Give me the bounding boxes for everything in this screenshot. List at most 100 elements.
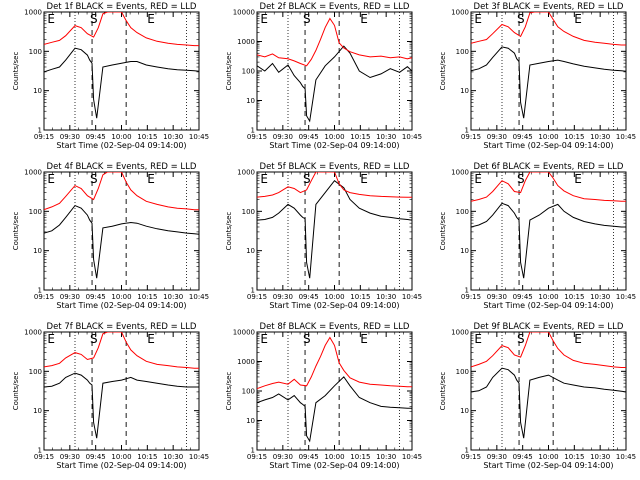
event-marker-s: S xyxy=(90,172,98,186)
series-line-events xyxy=(44,204,199,279)
x-tick-label: 09:45 xyxy=(513,293,533,301)
x-axis-label: Start Time (02-Sep-04 09:14:00) xyxy=(483,141,613,150)
x-tick-label: 10:15 xyxy=(564,133,584,141)
event-marker-s: S xyxy=(303,12,311,26)
event-marker-e: E xyxy=(147,332,155,346)
y-axis-label: Counts/sec xyxy=(12,212,20,251)
x-tick-label: 09:15 xyxy=(247,133,267,141)
y-tick-label: 1 xyxy=(251,447,255,455)
y-tick-label: 1000 xyxy=(451,329,469,337)
event-marker-e: E xyxy=(260,12,268,26)
series-line-events xyxy=(257,45,412,123)
x-tick-label: 10:15 xyxy=(137,293,157,301)
panel-det-6f: Det 6f BLACK = Events, RED = LLD 1 10 100 10… xyxy=(439,162,636,310)
panel-det-5f: Det 5f BLACK = Events, RED = LLD 1 10 100 10… xyxy=(225,162,422,310)
panel-det-7f: Det 7f BLACK = Events, RED = LLD 1 10 100 10… xyxy=(12,322,209,470)
x-tick-label: 09:30 xyxy=(487,133,507,141)
event-marker-s: S xyxy=(303,172,311,186)
event-marker-e: E xyxy=(574,332,582,346)
y-tick-label: 1 xyxy=(465,287,469,295)
y-tick-label: 100 xyxy=(456,208,469,216)
plot-frame xyxy=(43,331,200,451)
panel-title: Det 1f BLACK = Events, RED = LLD xyxy=(47,2,197,12)
y-tick-label: 100 xyxy=(29,368,42,376)
x-tick-label: 09:30 xyxy=(273,293,293,301)
x-tick-label: 09:30 xyxy=(60,133,80,141)
x-tick-label: 10:15 xyxy=(564,453,584,461)
event-marker-e: E xyxy=(260,172,268,186)
x-tick-label: 10:30 xyxy=(376,293,396,301)
x-tick-label: 09:45 xyxy=(86,133,106,141)
series-line-events xyxy=(44,372,199,439)
series-line-lld xyxy=(44,12,199,47)
y-tick-label: 1 xyxy=(38,127,42,135)
series-line-lld xyxy=(257,172,412,198)
y-tick-label: 10000 xyxy=(233,9,255,17)
y-tick-label: 10 xyxy=(460,407,469,415)
event-marker-e: E xyxy=(360,332,368,346)
y-tick-label: 1000 xyxy=(451,9,469,17)
x-tick-label: 09:15 xyxy=(34,133,54,141)
y-tick-label: 1 xyxy=(38,287,42,295)
y-tick-label: 100 xyxy=(242,388,255,396)
x-tick-label: 09:15 xyxy=(461,453,481,461)
x-tick-label: 10:30 xyxy=(376,453,396,461)
event-marker-e: E xyxy=(147,172,155,186)
y-tick-label: 10000 xyxy=(233,329,255,337)
x-tick-label: 10:00 xyxy=(538,133,558,141)
x-tick-label: 10:45 xyxy=(616,133,636,141)
y-tick-label: 10 xyxy=(33,407,42,415)
x-tick-label: 09:45 xyxy=(513,133,533,141)
x-tick-label: 09:30 xyxy=(273,133,293,141)
event-marker-s: S xyxy=(517,332,525,346)
x-axis-label: Start Time (02-Sep-04 09:14:00) xyxy=(56,301,186,310)
y-tick-label: 1000 xyxy=(237,358,255,366)
x-tick-label: 09:30 xyxy=(487,453,507,461)
series-line-lld xyxy=(44,332,199,369)
x-tick-label: 10:00 xyxy=(538,293,558,301)
y-tick-label: 1 xyxy=(465,127,469,135)
y-tick-label: 10 xyxy=(246,97,255,105)
series-line-events xyxy=(471,202,626,279)
event-marker-e: E xyxy=(574,12,582,26)
panel-det-3f: Det 3f BLACK = Events, RED = LLD 1 10 100 10… xyxy=(439,2,636,150)
panel-title: Det 5f BLACK = Events, RED = LLD xyxy=(260,162,410,172)
panel-title: Det 3f BLACK = Events, RED = LLD xyxy=(474,2,624,12)
x-tick-label: 10:15 xyxy=(350,133,370,141)
y-axis-label: Counts/sec xyxy=(439,372,447,411)
y-tick-label: 10 xyxy=(33,247,42,255)
event-marker-e: E xyxy=(260,332,268,346)
event-marker-e: E xyxy=(47,172,55,186)
x-axis-label: Start Time (02-Sep-04 09:14:00) xyxy=(56,461,186,470)
series-line-events xyxy=(44,47,199,119)
y-axis-label: Counts/sec xyxy=(12,52,20,91)
y-tick-label: 1000 xyxy=(237,169,255,177)
x-axis-label: Start Time (02-Sep-04 09:14:00) xyxy=(483,301,613,310)
plot-frame xyxy=(256,171,413,291)
x-tick-label: 10:00 xyxy=(538,453,558,461)
x-tick-label: 10:15 xyxy=(350,293,370,301)
panel-det-1f: Det 1f BLACK = Events, RED = LLD 1 10 100 10… xyxy=(12,2,209,150)
event-marker-e: E xyxy=(47,12,55,26)
panel-det-2f: Det 2f BLACK = Events, RED = LLD 1 10 100 10… xyxy=(225,2,422,150)
x-tick-label: 09:15 xyxy=(461,293,481,301)
series-line-events xyxy=(471,46,626,119)
x-tick-label: 10:30 xyxy=(590,133,610,141)
x-tick-label: 09:45 xyxy=(299,453,319,461)
series-line-lld xyxy=(44,172,199,211)
x-tick-label: 09:30 xyxy=(60,453,80,461)
x-tick-label: 10:00 xyxy=(111,293,131,301)
y-axis-label: Counts/sec xyxy=(12,372,20,411)
x-tick-label: 10:45 xyxy=(402,453,422,461)
plot-frame xyxy=(43,11,200,131)
series-line-lld xyxy=(471,172,626,202)
event-marker-e: E xyxy=(574,172,582,186)
x-tick-label: 10:30 xyxy=(163,453,183,461)
x-tick-label: 09:45 xyxy=(86,293,106,301)
y-tick-label: 100 xyxy=(242,68,255,76)
x-tick-label: 10:15 xyxy=(137,453,157,461)
y-tick-label: 100 xyxy=(29,208,42,216)
y-tick-label: 1 xyxy=(251,127,255,135)
y-axis-label: Counts/sec xyxy=(225,212,233,251)
